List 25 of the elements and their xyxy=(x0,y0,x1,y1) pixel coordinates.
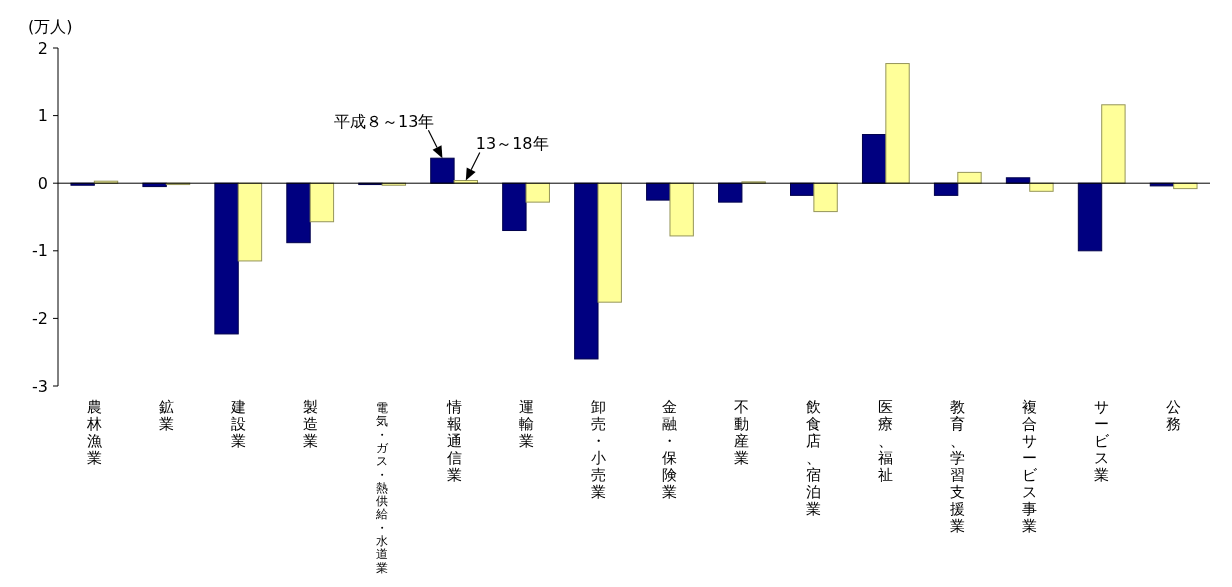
category-label: 電気・ガス・熱供給・水道業 xyxy=(376,401,389,575)
x-tick-label: 情報通信業 xyxy=(445,398,462,484)
x-tick-label: 公務 xyxy=(1166,398,1182,433)
y-tick-label: 0 xyxy=(37,173,48,193)
x-tick-label: 建設業 xyxy=(229,398,246,450)
x-tick-label: 金融・保険業 xyxy=(662,398,678,501)
y-tick-label: -2 xyxy=(32,309,48,328)
annotation: 平成８～13年 xyxy=(334,112,435,132)
x-tick-label: 卸売・小売業 xyxy=(590,398,606,501)
y-tick-label: -3 xyxy=(32,376,48,396)
x-tick-label: 運輸業 xyxy=(518,398,534,450)
y-tick-label: 2 xyxy=(37,38,48,58)
annotation: 13～18年 xyxy=(475,134,549,154)
x-tick-label: 農林漁業 xyxy=(85,398,102,467)
x-tick-label: サービス業 xyxy=(1094,398,1111,484)
x-tick-label: 鉱業 xyxy=(158,398,174,433)
y-tick-label: 1 xyxy=(37,106,48,126)
y-tick-label: -1 xyxy=(32,241,48,261)
x-tick-label: 製造業 xyxy=(302,398,318,450)
x-tick-label: 複合サービス事業 xyxy=(1022,398,1039,535)
x-tick-label: 飲食店、宿泊業 xyxy=(806,398,822,518)
x-tick-label: 教育、学習支援業 xyxy=(950,398,966,535)
x-tick-label: 不動産業 xyxy=(734,398,750,467)
x-tick-label: 医療、福祉 xyxy=(878,398,894,484)
y-axis-title: (万人) xyxy=(28,17,73,36)
